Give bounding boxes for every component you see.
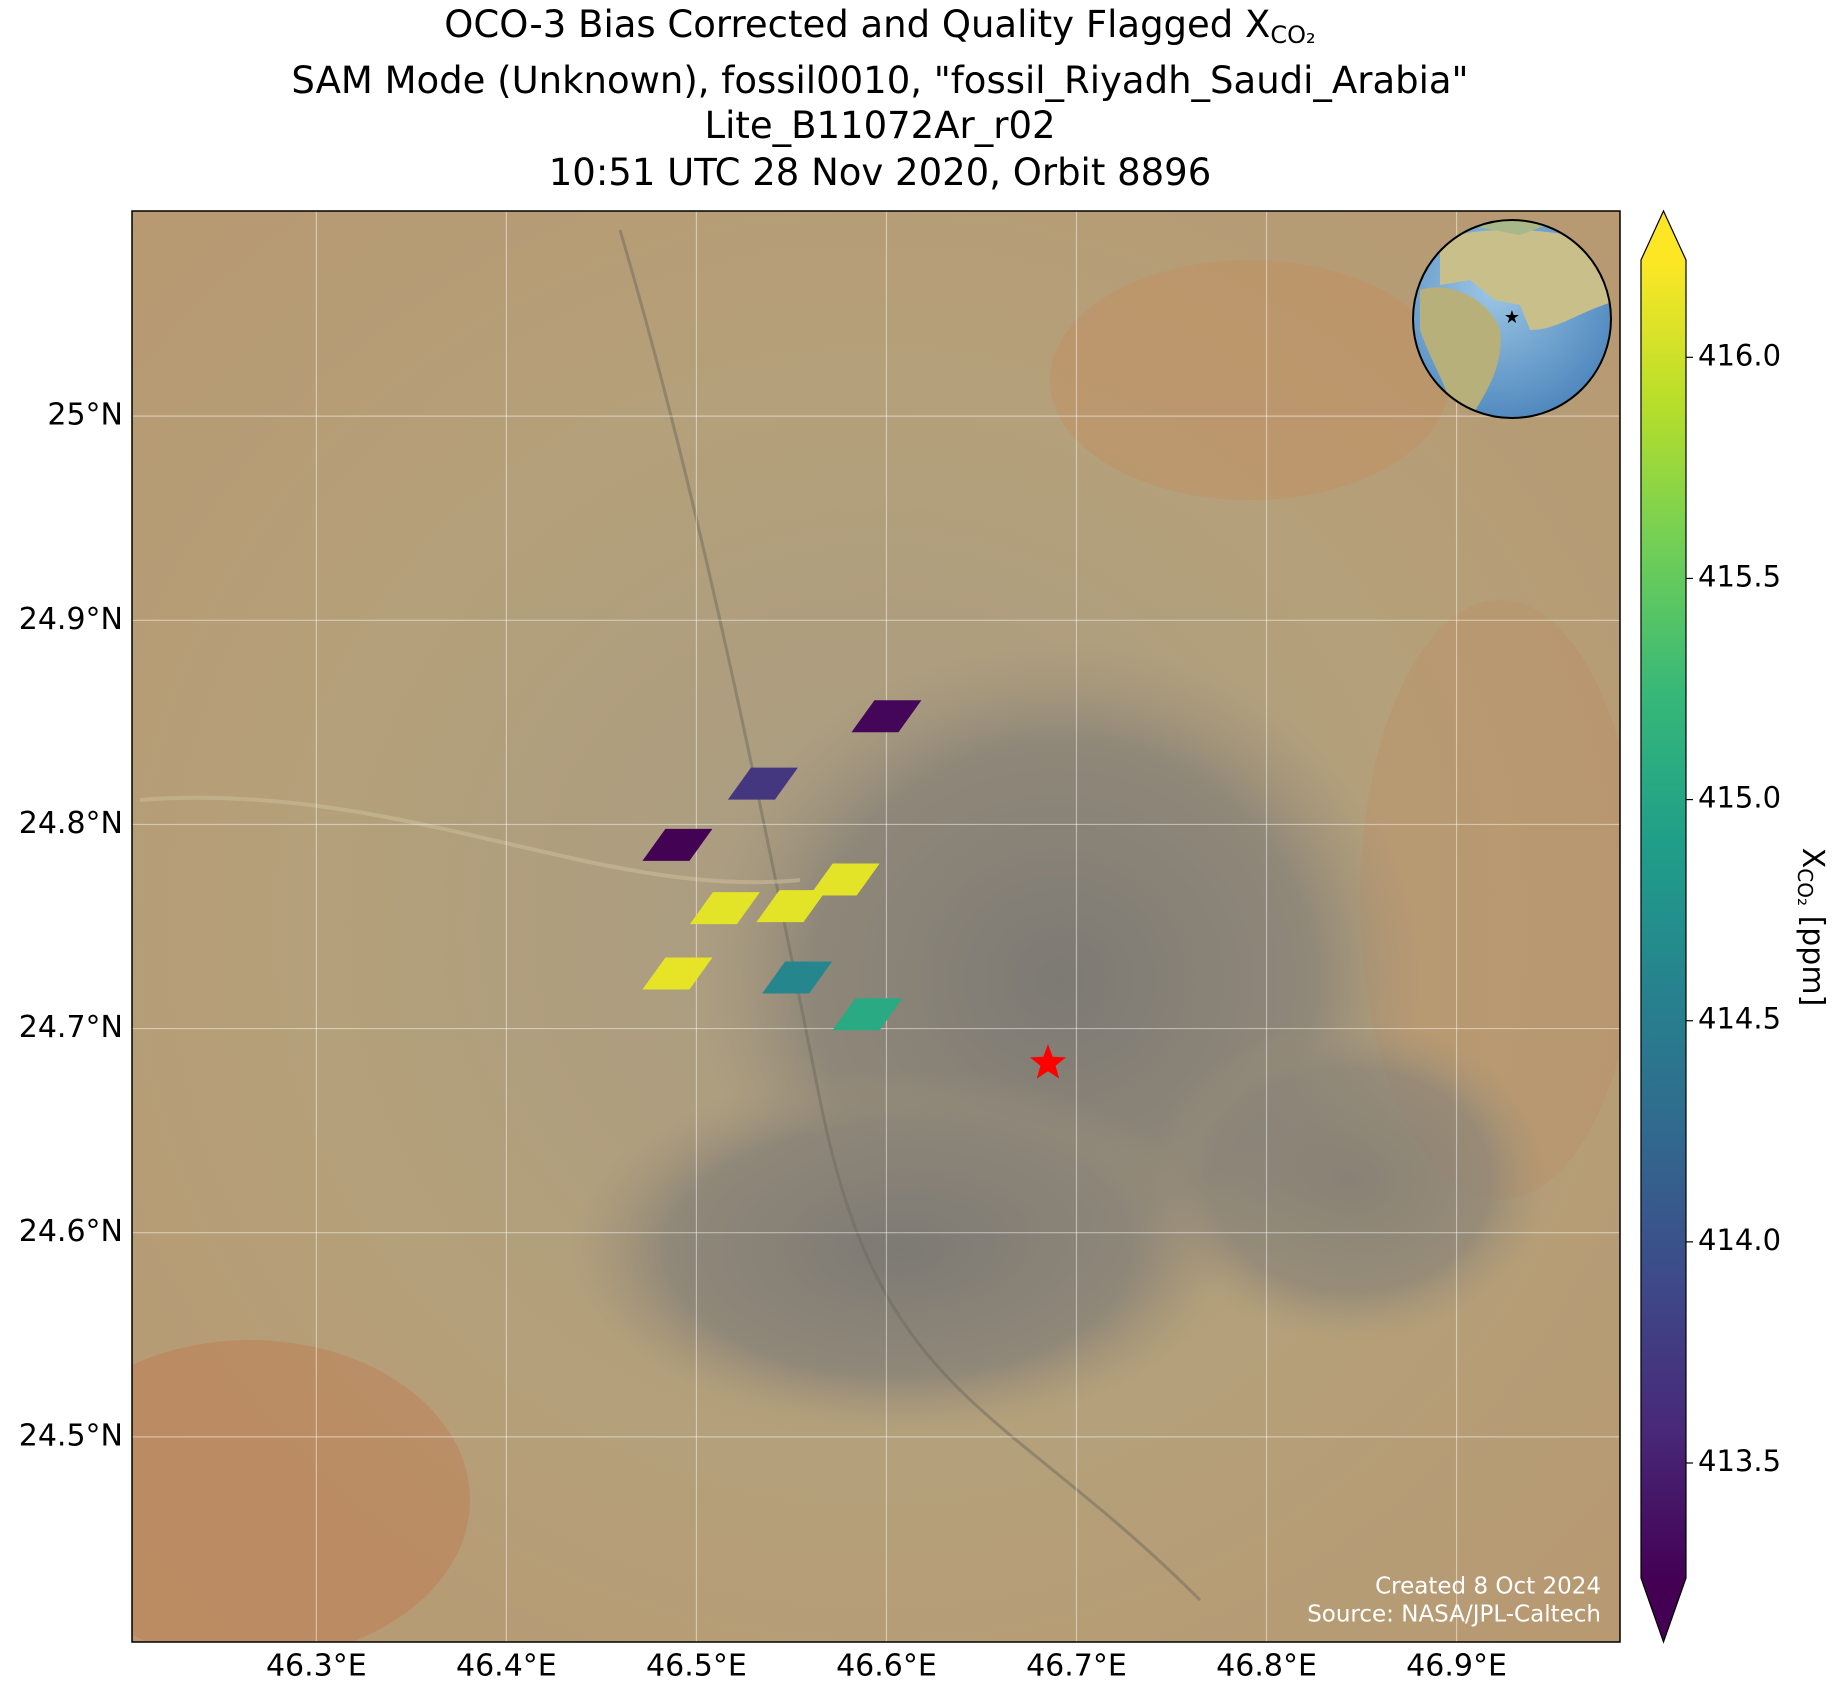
title-text: SAM Mode (Unknown), fossil0010, "fossil_… (291, 59, 1468, 102)
colorbar-tick-label: 414.5 (1698, 1002, 1781, 1036)
chart-title: Lite_B11072Ar_r02 (704, 104, 1055, 147)
y-tick-label: 24.6°N (19, 1214, 123, 1249)
colorbar-tick-label: 415.5 (1698, 559, 1781, 593)
globe-land (1420, 287, 1501, 418)
globe-outline (1412, 219, 1612, 419)
footprint (642, 828, 713, 861)
chart-title: SAM Mode (Unknown), fossil0010, "fossil_… (291, 59, 1468, 102)
city-area (570, 1070, 1230, 1430)
colorbar-label-main: X (1796, 848, 1831, 869)
title-subscript: CO₂ (1270, 21, 1315, 49)
sand-area (1050, 260, 1450, 500)
credit-text: Source: NASA/JPL-Caltech (1307, 1602, 1601, 1628)
footprint (851, 700, 922, 733)
colorbar-label-unit: [ppm] (1796, 916, 1831, 1007)
colorbar-tick-label: 414.0 (1698, 1223, 1781, 1257)
title-text: 10:51 UTC 28 Nov 2020, Orbit 8896 (549, 151, 1212, 194)
colorbar-tick-label: 413.5 (1698, 1444, 1781, 1478)
y-tick-label: 24.8°N (19, 806, 123, 841)
credit-text: Created 8 Oct 2024 (1375, 1574, 1601, 1600)
target-marker (1029, 1044, 1067, 1079)
colorbar-extend-min (1641, 1578, 1686, 1642)
title-text: Lite_B11072Ar_r02 (704, 104, 1055, 147)
colorbar-tick-label: 416.0 (1698, 338, 1781, 372)
x-tick-label: 46.5°E (646, 1649, 747, 1684)
footprint (689, 892, 760, 925)
chart-title: 10:51 UTC 28 Nov 2020, Orbit 8896 (549, 151, 1212, 194)
colorbar-label-sub: CO₂ (1794, 868, 1818, 906)
footprint (809, 863, 880, 896)
y-tick-label: 24.9°N (19, 602, 123, 637)
footprint (756, 890, 827, 923)
footprint (727, 767, 798, 800)
colorbar-tick-label: 415.0 (1698, 781, 1781, 815)
colorbar-label-gap (1796, 906, 1831, 916)
road (618, 229, 1202, 1602)
globe-land (1440, 229, 1611, 330)
map-frame (131, 210, 1621, 1643)
y-tick-label: 24.7°N (19, 1010, 123, 1045)
chart-title: OCO-3 Bias Corrected and Quality Flagged… (444, 3, 1315, 50)
title-block: OCO-3 Bias Corrected and Quality Flagged… (291, 3, 1468, 194)
x-tick-label: 46.4°E (456, 1649, 557, 1684)
footprint (762, 961, 833, 994)
colorbar-extend-max (1641, 211, 1686, 260)
footprint (832, 998, 903, 1031)
x-tick-label: 46.3°E (266, 1649, 367, 1684)
colorbar: 413.5 414.0 414.5 415.0 415.5 416.0 XCO₂ [ppm] (1640, 209, 1831, 1644)
city-area (1150, 1020, 1550, 1340)
x-tick-label: 46.9°E (1406, 1649, 1507, 1684)
grid (132, 211, 1620, 1642)
wadi (139, 795, 801, 885)
x-tick-label: 46.6°E (836, 1649, 937, 1684)
footprint (642, 957, 713, 990)
y-tick-label: 24.5°N (19, 1418, 123, 1453)
colorbar-outline (1640, 209, 1687, 1644)
globe-target: ★ (1504, 307, 1520, 328)
title-text: OCO-3 Bias Corrected and Quality Flagged… (444, 3, 1270, 46)
globe-land (1440, 220, 1560, 235)
x-tick-label: 46.8°E (1216, 1649, 1317, 1684)
colorbar-body (1641, 260, 1686, 1578)
sand-area (132, 1340, 470, 1642)
y-tick-label: 25°N (47, 398, 123, 433)
x-tick-label: 46.7°E (1026, 1649, 1127, 1684)
footprints (642, 700, 1067, 1079)
basemap (132, 211, 1620, 1642)
colorbar-label: XCO₂ [ppm] (1794, 848, 1831, 1007)
globe-inset: ★ (1412, 219, 1612, 419)
